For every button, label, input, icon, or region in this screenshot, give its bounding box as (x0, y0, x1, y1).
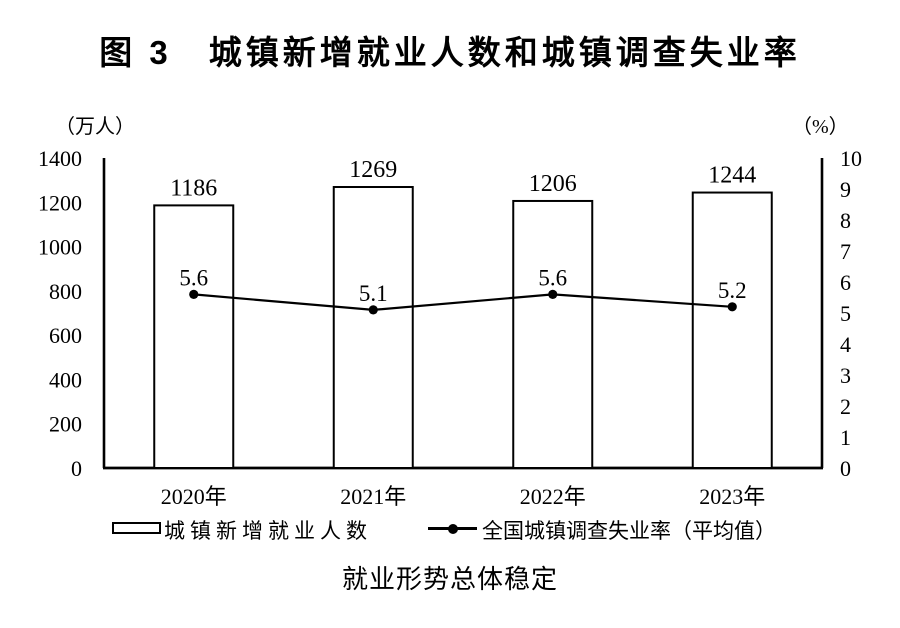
right-axis-tick-label: 7 (840, 239, 851, 264)
left-axis-tick-label: 0 (71, 456, 82, 481)
unemployment-rate-line (193, 293, 733, 312)
left-axis-tick-label: 200 (49, 412, 82, 437)
figure-caption: 就业形势总体稳定 (341, 565, 558, 594)
right-axis-tick-label: 0 (840, 456, 851, 481)
right-axis-tick-label: 1 (840, 425, 851, 450)
line-value-label: 5.2 (718, 278, 747, 303)
line-point (189, 289, 199, 299)
left-axis-tick-label: 1400 (38, 146, 82, 171)
bar-value-label: 1244 (708, 163, 756, 189)
legend-line-swatch (428, 523, 477, 534)
x-axis-category-label: 2023年 (699, 484, 765, 509)
x-axis-category-label: 2022年 (520, 484, 586, 509)
bar (332, 186, 414, 469)
bar-value-label: 1186 (170, 175, 217, 201)
line-value-label: 5.1 (359, 281, 388, 306)
left-axis-unit-label: （万人） (55, 116, 135, 138)
left-axis-tick-label: 400 (49, 367, 82, 392)
legend-bar-label: 城镇新增就业人数 (164, 519, 372, 543)
right-axis-tick-label: 8 (840, 208, 851, 233)
legend-line-label: 全国城镇调查失业率（平均值） (482, 519, 776, 543)
left-axis-tick-label: 1000 (38, 235, 82, 260)
left-axis-tick-label: 800 (49, 279, 82, 304)
right-axis-tick-label: 4 (840, 332, 851, 357)
bar-value-label: 1269 (349, 157, 397, 183)
line-point (727, 302, 737, 312)
right-axis-tick-label: 9 (840, 177, 851, 202)
x-axis-category-label: 2020年 (161, 484, 227, 509)
line-value-label: 5.6 (538, 265, 567, 290)
right-axis-tick-label: 6 (840, 270, 851, 295)
bar (691, 191, 773, 470)
bar (512, 199, 594, 469)
right-axis-tick-label: 5 (840, 301, 851, 326)
right-axis-tick-label: 10 (840, 146, 862, 171)
left-axis-tick-label: 600 (49, 323, 82, 348)
figure-title: 图 3 城镇新增就业人数和城镇调查失业率 (99, 34, 801, 71)
legend-line-dot-icon (447, 523, 458, 534)
right-axis-tick-label: 2 (840, 394, 851, 419)
legend-bar-swatch (112, 522, 161, 534)
bar-value-label: 1206 (529, 171, 577, 197)
line-value-label: 5.6 (179, 265, 208, 290)
left-axis-tick-label: 1200 (38, 190, 82, 215)
line-point (368, 305, 378, 315)
right-axis-tick-label: 3 (840, 363, 851, 388)
right-axis-unit-label: （%） (792, 116, 849, 138)
line-point (548, 289, 558, 299)
x-axis-category-label: 2021年 (340, 484, 406, 509)
bar (153, 204, 235, 469)
